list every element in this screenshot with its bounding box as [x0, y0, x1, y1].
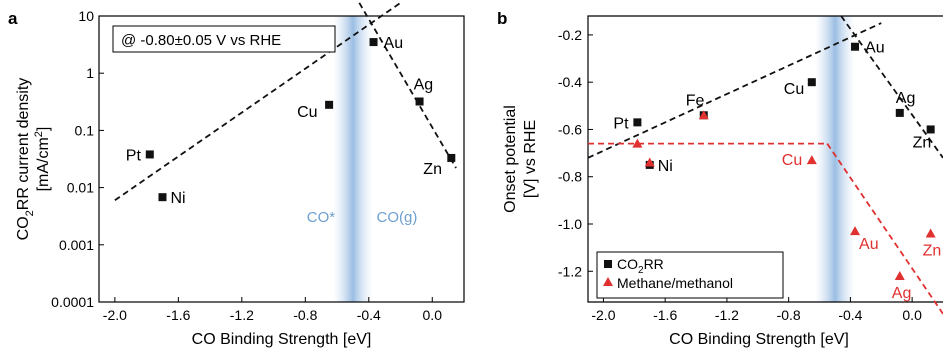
- co2rr-label-ag: Ag: [896, 90, 916, 107]
- methane-point-fe: [698, 110, 709, 120]
- y-tick-label: -0.2: [558, 27, 582, 43]
- fit-line-0: [114, 2, 402, 202]
- methane-point-cu: [806, 155, 817, 165]
- legend-part: CO: [617, 256, 638, 272]
- legend-box: [596, 251, 784, 299]
- y-axis-unit-sup: 2: [33, 131, 45, 137]
- x-tick-label: -2.0: [591, 307, 615, 323]
- chart-panel-a: -2.0 -1.6 -1.2 -0.8 -0.4 0.0 0.0001 0.001 0.01 0.…: [15, 2, 465, 348]
- binding-band: [332, 16, 373, 302]
- co2rr-label-cu: Cu: [784, 81, 804, 98]
- y-tick-label: -1.0: [558, 216, 582, 232]
- co2rr-label-fe: Fe: [686, 92, 705, 109]
- y-axis-unit: [mA/cm2]: [33, 127, 52, 192]
- co2rr-label-zn: Zn: [913, 134, 932, 151]
- methane-point-ni: [644, 157, 655, 167]
- x-tick-label: 0.0: [902, 307, 922, 323]
- x-tick-label: -0.4: [838, 307, 862, 323]
- fit-line-0: [587, 22, 882, 159]
- x-axis-title: CO Binding Strength [eV]: [192, 331, 372, 348]
- data-point-ni: [158, 193, 167, 202]
- x-axis-title: CO Binding Strength [eV]: [669, 331, 849, 348]
- x-tick-label: -1.6: [166, 307, 190, 323]
- co2rr-point-pt: [633, 118, 642, 127]
- co2rr-label-pt: Pt: [613, 115, 629, 132]
- x-tick-label: -1.2: [715, 307, 739, 323]
- co2rr-point-zn: [926, 125, 935, 134]
- y-tick-label: -0.8: [558, 169, 582, 185]
- point-label-pt: Pt: [126, 147, 142, 164]
- y-tick-label: -0.4: [558, 74, 582, 90]
- x-tick-label: -1.6: [653, 307, 677, 323]
- legend-marker-co2rr: [604, 260, 612, 268]
- region-label-adsorbed: CO*: [307, 209, 336, 226]
- fit-line-1: [358, 2, 457, 169]
- legend-label-methane: Methane/methanol: [617, 275, 733, 291]
- legend-sub: 2: [638, 265, 644, 276]
- co2rr-point-au: [851, 42, 860, 51]
- data-point-ag: [415, 97, 424, 106]
- methane-point-zn: [925, 228, 936, 238]
- co2rr-label-au: Au: [865, 40, 885, 57]
- y-tick-label: 0.1: [75, 122, 95, 138]
- y-axis-title-part: RR current density: [15, 78, 32, 211]
- methane-label-cu: Cu: [782, 152, 802, 169]
- fit-line-3: [826, 143, 943, 315]
- y-tick-label: -0.6: [558, 121, 582, 137]
- legend-part: RR: [644, 256, 664, 272]
- y-axis-title: CO2RR current density: [15, 78, 36, 241]
- y-axis-title-part: CO: [15, 216, 32, 240]
- point-label-ag: Ag: [414, 77, 434, 94]
- y-tick-label: 0.01: [67, 180, 94, 196]
- x-tick-label: -0.8: [293, 307, 317, 323]
- fit-line-1: [840, 15, 943, 159]
- x-tick-label: -0.8: [777, 307, 801, 323]
- y-tick-label: -1.2: [558, 263, 582, 279]
- co2rr-label-ni: Ni: [658, 158, 673, 175]
- x-tick-label: -1.2: [230, 307, 254, 323]
- y-axis-title-sub: 2: [24, 210, 36, 216]
- methane-label-ag: Ag: [892, 285, 912, 302]
- legend-label-co2rr: CO2RR: [617, 256, 664, 276]
- x-tick-label: -2.0: [103, 307, 127, 323]
- y-axis-unit-part: ]: [35, 127, 52, 131]
- x-tick-label: -0.4: [357, 307, 381, 323]
- point-label-zn: Zn: [423, 161, 442, 178]
- y-tick-label: 10: [78, 8, 94, 24]
- chart-panel-b: -2.0 -1.6 -1.2 -0.8 -0.4 0.0 -1.2 -1.0 -0.8 -0.6 -…: [502, 15, 943, 348]
- x-tick-label: 0.0: [423, 307, 443, 323]
- annotation-box: [112, 25, 336, 53]
- methane-label-au: Au: [859, 236, 879, 253]
- data-point-au: [369, 38, 378, 47]
- methane-point-pt: [632, 138, 643, 148]
- methane-point-au: [850, 226, 861, 236]
- y-axis-unit-part: [mA/cm: [35, 137, 52, 191]
- region-label-gas: CO(g): [376, 209, 417, 226]
- point-label-ni: Ni: [170, 190, 185, 207]
- methane-label-zn: Zn: [923, 242, 942, 259]
- plot-frame: [587, 15, 943, 303]
- data-point-zn: [447, 153, 456, 162]
- y-tick-label: 0.0001: [51, 294, 94, 310]
- binding-band: [814, 16, 855, 302]
- annotation-text: @ -0.80±0.05 V vs RHE: [121, 32, 281, 49]
- point-label-au: Au: [384, 35, 404, 52]
- y-tick-label: 1: [86, 65, 94, 81]
- panel-letter-a: a: [8, 9, 18, 28]
- plot-frame: [98, 15, 465, 303]
- data-point-cu: [325, 100, 334, 109]
- co2rr-point-cu: [807, 78, 816, 87]
- y-axis-unit: [V] vs RHE: [522, 120, 539, 198]
- data-point-pt: [145, 150, 154, 159]
- point-label-cu: Cu: [297, 104, 317, 121]
- legend-marker-methane: [603, 277, 613, 286]
- co2rr-point-ag: [895, 108, 904, 117]
- methane-point-ag: [894, 271, 905, 280]
- panel-letter-b: b: [497, 9, 507, 28]
- y-axis-title: Onset potential: [502, 105, 519, 213]
- y-tick-label: 0.001: [59, 237, 94, 253]
